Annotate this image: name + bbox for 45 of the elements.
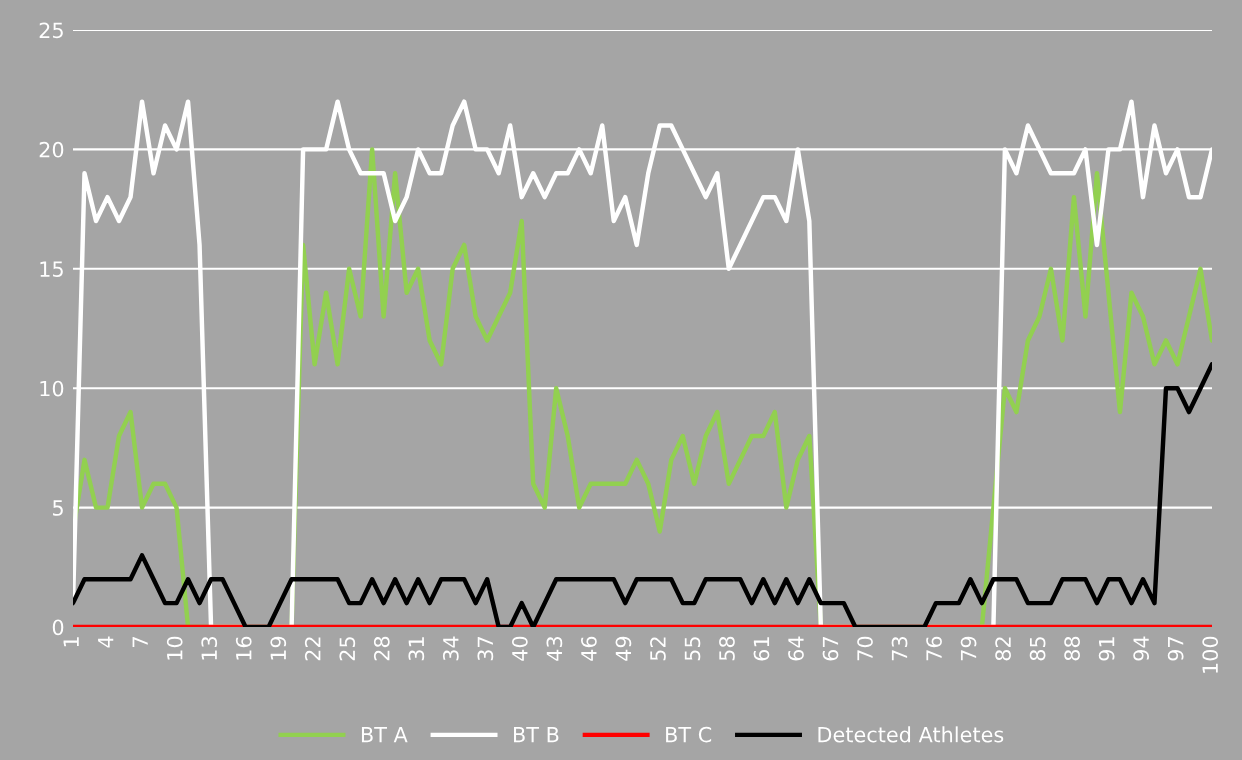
x-tick-label: 19 [270, 636, 287, 660]
line-series [73, 362, 1212, 627]
y-tick-label: 10 [40, 380, 64, 397]
y-tick-label: 25 [39, 22, 63, 39]
x-tick-label: 22 [304, 637, 321, 661]
x-tick-label: 46 [581, 636, 597, 661]
legend-label: Detected Athletes [818, 726, 1004, 743]
x-tick-label: 97 [1167, 637, 1184, 661]
x-tick-label: 13 [201, 637, 218, 660]
x-tick-label: 31 [408, 637, 425, 661]
y-tick-label: 0 [52, 619, 64, 636]
x-tick-label: 85 [1029, 637, 1046, 661]
x-tick-label: 28 [373, 636, 390, 661]
legend-label: BT B [514, 726, 559, 743]
x-tick-label: 55 [684, 637, 701, 661]
x-tick-label: 94 [1133, 636, 1150, 661]
x-tick-label: 52 [650, 637, 666, 661]
y-tick-label: 15 [40, 261, 63, 278]
x-tick-label: 88 [1064, 636, 1080, 661]
y-tick-label: 5 [53, 500, 63, 516]
x-tick-label: 25 [339, 637, 356, 661]
y-tick-label: 20 [39, 141, 64, 158]
x-tick-label: 37 [477, 637, 494, 661]
x-tick-label: 61 [753, 637, 770, 661]
x-tick-label: 64 [788, 636, 804, 661]
x-tick-label: 40 [511, 636, 528, 661]
x-tick-label: 1 [63, 637, 79, 647]
x-tick-label: 10 [166, 636, 183, 660]
x-tick-label: 82 [995, 637, 1011, 661]
x-tick-label: 58 [719, 636, 735, 661]
x-tick-label: 76 [926, 636, 942, 661]
x-tick-label: 73 [891, 637, 908, 661]
x-tick-label: 34 [442, 636, 459, 661]
x-tick-label: 91 [1098, 637, 1115, 661]
x-tick-label: 79 [960, 636, 977, 661]
x-tick-label: 49 [615, 636, 632, 661]
x-tick-label: 43 [546, 637, 563, 661]
x-tick-label: 100 [1202, 636, 1219, 673]
legend-label: BT A [361, 726, 408, 743]
x-tick-label: 67 [822, 637, 839, 661]
x-tick-label: 70 [857, 636, 873, 661]
x-tick-label: 4 [98, 636, 114, 648]
x-tick-label: 7 [132, 637, 148, 647]
x-tick-label: 16 [235, 636, 252, 660]
legend-label: BT C [666, 726, 712, 743]
